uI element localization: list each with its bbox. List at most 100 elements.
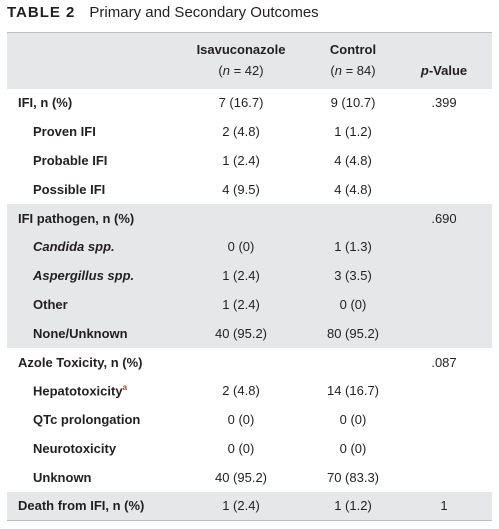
cell: 2 (4.8) [222, 124, 260, 140]
column-sub: (n = 42) [218, 62, 264, 78]
cell: .087 [431, 354, 457, 370]
header-cell [7, 33, 190, 89]
cell [414, 405, 492, 434]
header-cell: p-Value [414, 33, 492, 89]
cell: 7 (16.7) [218, 95, 264, 111]
table-caption: Primary and Secondary Outcomes [89, 4, 319, 21]
row-label-text: Other [33, 296, 68, 312]
cell: 2 (4.8) [222, 383, 260, 399]
header-cell: Isavuconazole (n = 42) [190, 33, 292, 89]
cell: 0 (0) [227, 412, 255, 428]
cell: 0 (0) [339, 296, 367, 312]
row-label: Possible IFI [7, 175, 190, 204]
row-label: Proven IFI [7, 117, 190, 146]
header-row: Isavuconazole (n = 42) Control (n = 84) p-Va… [7, 32, 492, 89]
row-label: Neurotoxicity [7, 434, 190, 463]
sub-row: Proven IFI 2 (4.8) 1 (1.2) [7, 117, 492, 146]
cell [414, 232, 492, 261]
cell [414, 376, 492, 405]
column-sub: (n = 84) [330, 62, 376, 78]
cell [414, 146, 492, 175]
row-label-text: Aspergillus spp. [33, 268, 135, 284]
cell [190, 348, 292, 377]
group-row: Death from IFI, n (%) 1 (2.4) 1 (1.2) 1 [7, 491, 492, 521]
sub-row: Neurotoxicity 0 (0) 0 (0) [7, 434, 492, 463]
row-label-text: Proven IFI [33, 124, 96, 140]
cell [414, 319, 492, 348]
cell: 1 (2.4) [222, 296, 260, 312]
cell [292, 348, 414, 377]
row-label: Aspergillus spp. [7, 261, 190, 290]
cell: .690 [431, 210, 457, 226]
cell: 4 (4.8) [334, 152, 372, 168]
cell [414, 117, 492, 146]
row-label: Unknown [7, 463, 190, 492]
group-row: Azole Toxicity, n (%) .087 [7, 348, 492, 377]
row-label-text: None/Unknown [33, 325, 128, 341]
cell: 14 (16.7) [326, 383, 380, 399]
cell: 1 (1.3) [334, 239, 372, 255]
sub-row: Probable IFI 1 (2.4) 4 (4.8) [7, 146, 492, 175]
cell: 1 (2.4) [222, 268, 260, 284]
cell [414, 290, 492, 319]
row-label-text: Neurotoxicity [33, 440, 117, 456]
cell: 4 (4.8) [334, 181, 372, 197]
row-label-text: Hepatotoxicity [33, 383, 123, 399]
cell [190, 204, 292, 233]
cell: 0 (0) [227, 440, 255, 456]
cell: 0 (0) [339, 412, 367, 428]
outcomes-table: Isavuconazole (n = 42) Control (n = 84) p-Va… [7, 32, 492, 521]
cell: 0 (0) [227, 239, 255, 255]
sub-row: Candida spp. 0 (0) 1 (1.3) [7, 232, 492, 262]
sub-row: None/Unknown 40 (95.2) 80 (95.2) [7, 318, 492, 348]
row-label-text: Possible IFI [33, 181, 106, 197]
sub-row: Unknown 40 (95.2) 70 (83.3) [7, 463, 492, 492]
group-label: IFI, n (%) [18, 95, 73, 111]
cell [414, 175, 492, 204]
group-row: IFI, n (%) 7 (16.7) 9 (10.7) .399 [7, 89, 492, 118]
group-label: IFI pathogen, n (%) [18, 210, 135, 226]
cell: 1 (2.4) [222, 152, 260, 168]
row-label-text: Unknown [33, 469, 92, 485]
table-number: TABLE 2 [7, 4, 76, 21]
cell: 4 (9.5) [222, 181, 260, 197]
row-label: None/Unknown [7, 319, 190, 348]
row-label: Candida spp. [7, 232, 190, 261]
row-label-text: QTc prolongation [33, 412, 141, 428]
cell: .399 [431, 95, 457, 111]
cell: 40 (95.2) [214, 469, 268, 485]
cell: 40 (95.2) [214, 325, 268, 341]
row-label: Probable IFI [7, 146, 190, 175]
sub-row: Aspergillus spp. 1 (2.4) 3 (3.5) [7, 261, 492, 291]
cell [414, 463, 492, 492]
group-label: Death from IFI, n (%) [18, 498, 145, 514]
header-cell: Control (n = 84) [292, 33, 414, 89]
sub-row: Other 1 (2.4) 0 (0) [7, 290, 492, 319]
cell: 1 [440, 498, 448, 514]
cell: 3 (3.5) [334, 268, 372, 284]
table-title: TABLE 2 Primary and Secondary Outcomes [7, 4, 319, 21]
group-label: Azole Toxicity, n (%) [18, 354, 143, 370]
column-name: p-Value [420, 62, 468, 78]
cell [414, 261, 492, 290]
footnote-mark: a [122, 383, 128, 393]
cell: 1 (2.4) [222, 498, 260, 514]
row-label: Other [7, 290, 190, 319]
column-name: Isavuconazole [196, 41, 286, 57]
cell [292, 204, 414, 233]
row-label-text: Probable IFI [33, 152, 108, 168]
group-row: IFI pathogen, n (%) .690 [7, 203, 492, 233]
cell: 0 (0) [339, 440, 367, 456]
sub-row: QTc prolongation 0 (0) 0 (0) [7, 405, 492, 434]
cell: 9 (10.7) [330, 95, 376, 111]
row-label: QTc prolongation [7, 405, 190, 434]
cell: 70 (83.3) [326, 469, 380, 485]
cell: 1 (1.2) [334, 498, 372, 514]
sub-row: Possible IFI 4 (9.5) 4 (4.8) [7, 175, 492, 204]
row-label: Hepatotoxicitya [7, 376, 190, 405]
cell [414, 434, 492, 463]
sub-row: Hepatotoxicitya 2 (4.8) 14 (16.7) [7, 376, 492, 405]
column-name: Control [329, 41, 377, 57]
cell: 1 (1.2) [334, 124, 372, 140]
